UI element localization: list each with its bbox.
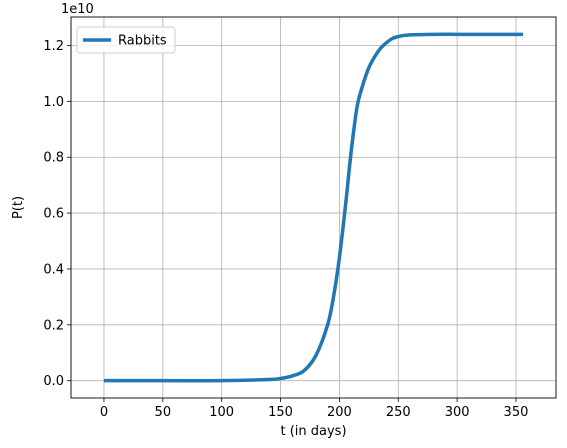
x-tick-label: 100 xyxy=(209,405,234,420)
y-tick-label: 0.6 xyxy=(43,207,64,222)
x-tick-label: 50 xyxy=(155,405,172,420)
legend-label: Rabbits xyxy=(118,34,167,49)
series-line-rabbits xyxy=(103,32,524,383)
x-axis-label: t (in days) xyxy=(280,424,346,439)
x-tick-label: 150 xyxy=(268,405,293,420)
axes-frame xyxy=(70,16,557,399)
x-tick-label: 350 xyxy=(504,405,529,420)
x-axis-ticks: 0 50 100 150 200 250 300 350 xyxy=(100,398,529,420)
x-tick-label: 250 xyxy=(386,405,411,420)
y-tick-label: 0.4 xyxy=(43,262,64,277)
legend: Rabbits xyxy=(76,26,176,54)
x-tick-label: 200 xyxy=(327,405,352,420)
x-tick-label: 300 xyxy=(445,405,470,420)
y-tick-label: 1.2 xyxy=(43,39,64,54)
plot-area xyxy=(103,32,524,383)
y-axis-label: P(t) xyxy=(11,196,26,219)
legend-box xyxy=(76,26,176,54)
y-tick-label: 0.8 xyxy=(43,151,64,166)
y-tick-label: 0.0 xyxy=(43,374,64,389)
y-axis-offset-label: 1e10 xyxy=(61,2,94,17)
x-tick-label: 0 xyxy=(100,405,108,420)
y-axis-ticks: 0.0 0.2 0.4 0.6 0.8 1.0 1.2 xyxy=(43,39,71,389)
y-tick-label: 0.2 xyxy=(43,318,64,333)
y-tick-label: 1.0 xyxy=(43,95,64,110)
